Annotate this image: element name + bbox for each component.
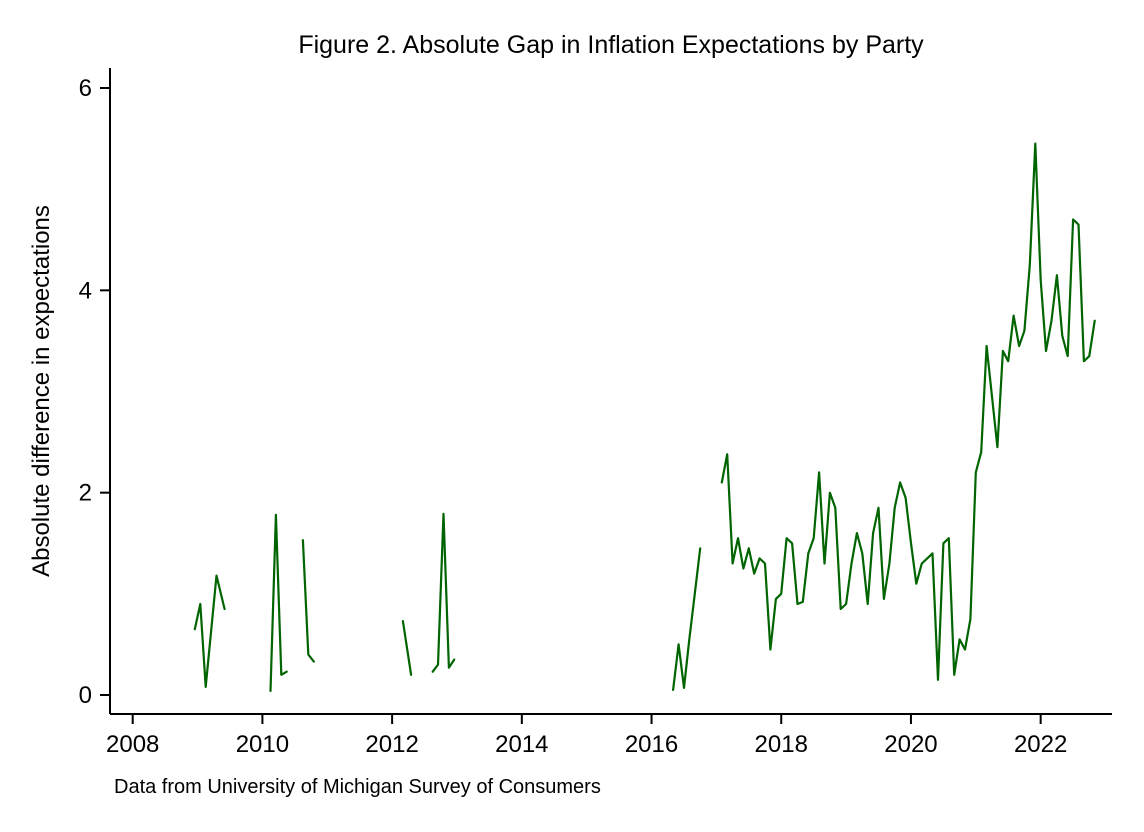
x-tick-label: 2020 [884,731,937,758]
x-tick-label: 2018 [755,731,808,758]
data-line-segment [301,539,315,663]
y-axis-label: Absolute difference in expectations [28,205,55,577]
x-tick-label: 2022 [1014,731,1067,758]
y-tick-label: 6 [79,75,92,102]
data-line-segment [431,512,456,673]
y-tick-label: 0 [79,682,92,709]
x-tick-label: 2010 [236,731,289,758]
x-tick-label: 2016 [625,731,678,758]
data-line-segment [720,142,1096,681]
data-line-segment [269,513,288,693]
y-tick-label: 4 [79,277,92,304]
x-tick-label: 2008 [106,731,159,758]
x-tick-label: 2014 [495,731,548,758]
data-line-segment [193,574,226,688]
x-tick-label: 2012 [365,731,418,758]
data-line-segment [672,547,702,691]
chart-title: Figure 2. Absolute Gap in Inflation Expe… [298,31,924,59]
chart-caption: Data from University of Michigan Survey … [114,776,601,798]
y-tick-label: 2 [79,480,92,507]
data-line-segment [401,620,413,676]
